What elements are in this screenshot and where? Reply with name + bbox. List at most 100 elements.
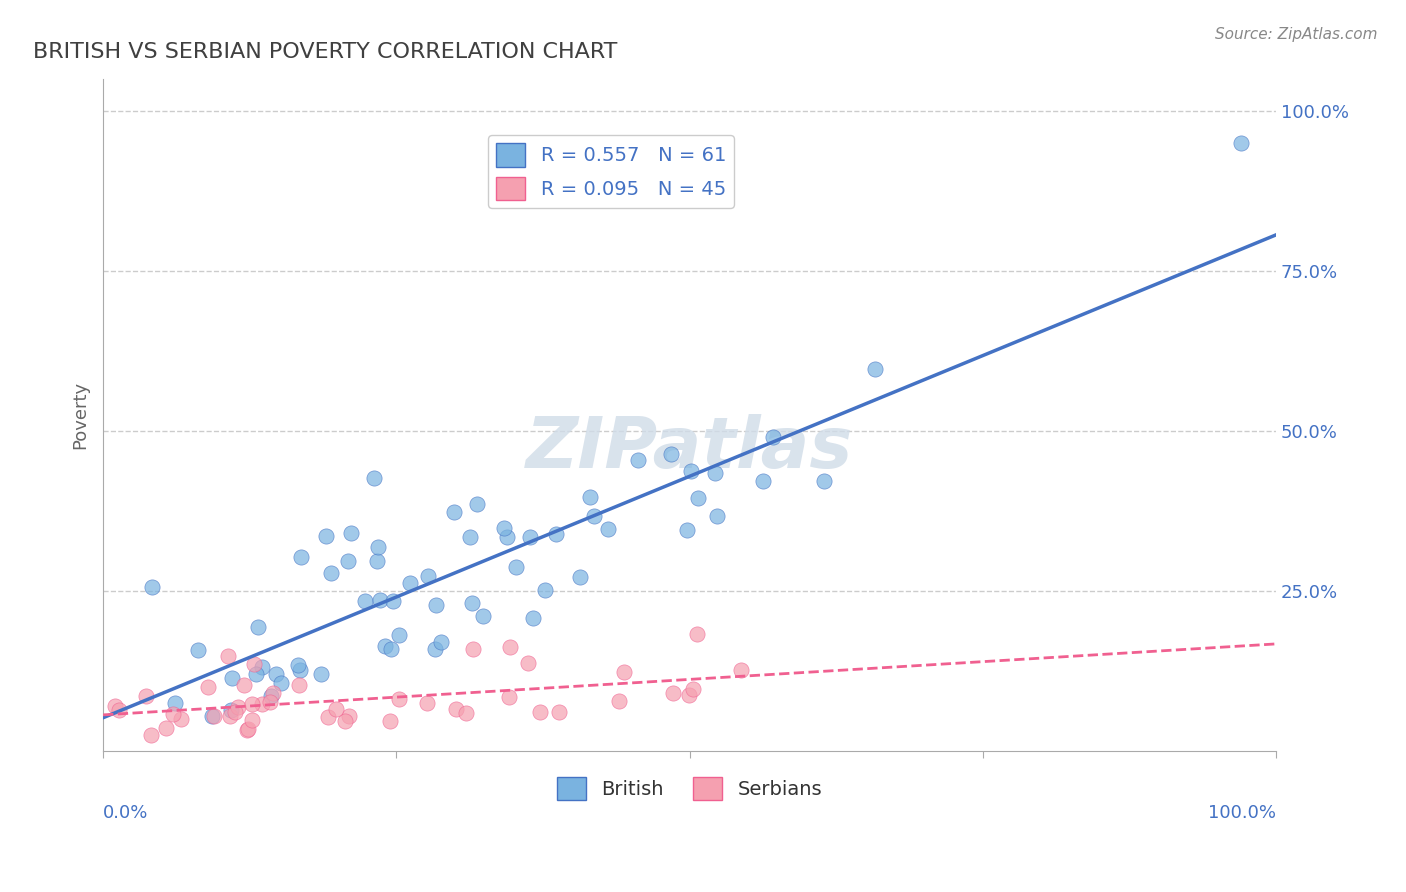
Point [315, 529, 337, 543]
Point [228, 700, 250, 714]
Point [454, 706, 477, 720]
Point [569, 570, 592, 584]
Point [270, 676, 292, 690]
Point [217, 648, 239, 663]
Point [250, 660, 273, 674]
Point [374, 639, 396, 653]
Point [505, 559, 527, 574]
Point [287, 657, 309, 672]
Point [170, 713, 193, 727]
Point [218, 708, 240, 723]
Text: ZIPatlas: ZIPatlas [526, 414, 853, 483]
Point [325, 702, 347, 716]
Point [461, 596, 484, 610]
Point [682, 682, 704, 697]
Point [259, 690, 281, 704]
Point [163, 697, 186, 711]
Point [333, 714, 356, 729]
Point [688, 491, 710, 506]
Point [201, 709, 224, 723]
Point [318, 710, 340, 724]
Point [703, 466, 725, 480]
Point [240, 697, 263, 711]
Point [139, 728, 162, 742]
Point [533, 582, 555, 597]
Point [399, 575, 422, 590]
Point [264, 666, 287, 681]
Point [582, 509, 605, 524]
Point [233, 677, 256, 691]
Point [236, 722, 259, 736]
Point [418, 569, 440, 583]
Point [245, 667, 267, 681]
Point [262, 686, 284, 700]
Point [290, 550, 312, 565]
Point [626, 452, 648, 467]
Point [141, 580, 163, 594]
Point [250, 697, 273, 711]
Point [155, 721, 177, 735]
Point [472, 609, 495, 624]
Point [339, 525, 361, 540]
Point [104, 698, 127, 713]
Point [240, 713, 263, 727]
Point [598, 522, 620, 536]
Point [416, 697, 439, 711]
Point [425, 599, 447, 613]
Point [197, 680, 219, 694]
Point [498, 690, 520, 704]
Point [548, 705, 571, 719]
Point [367, 541, 389, 555]
Point [221, 672, 243, 686]
Point [578, 490, 600, 504]
Point [496, 530, 519, 544]
Text: Source: ZipAtlas.com: Source: ZipAtlas.com [1215, 27, 1378, 42]
Point [661, 686, 683, 700]
Point [366, 554, 388, 568]
Legend: British, Serbians: British, Serbians [548, 769, 830, 808]
Point [236, 723, 259, 737]
Point [522, 611, 544, 625]
Point [546, 527, 568, 541]
Point [613, 665, 636, 680]
Y-axis label: Poverty: Poverty [72, 381, 89, 449]
Point [246, 620, 269, 634]
Point [659, 447, 682, 461]
Point [337, 709, 360, 723]
Point [309, 667, 332, 681]
Point [187, 642, 209, 657]
Point [380, 641, 402, 656]
Point [443, 505, 465, 519]
Point [388, 692, 411, 706]
Point [678, 688, 700, 702]
Point [751, 474, 773, 488]
Point [202, 709, 225, 723]
Point [676, 524, 699, 538]
Point [319, 566, 342, 580]
Text: BRITISH VS SERBIAN POVERTY CORRELATION CHART: BRITISH VS SERBIAN POVERTY CORRELATION C… [32, 42, 617, 62]
Point [288, 678, 311, 692]
Point [679, 464, 702, 478]
Point [219, 703, 242, 717]
Point [519, 530, 541, 544]
Point [863, 362, 886, 376]
Point [135, 690, 157, 704]
Point [363, 470, 385, 484]
Point [337, 554, 360, 568]
Point [460, 530, 482, 544]
Point [813, 475, 835, 489]
Text: 0.0%: 0.0% [103, 805, 149, 822]
Text: 100.0%: 100.0% [1208, 805, 1277, 822]
Point [499, 640, 522, 654]
Point [762, 430, 785, 444]
Point [516, 656, 538, 670]
Point [430, 634, 453, 648]
Point [529, 705, 551, 719]
Point [730, 663, 752, 677]
Point [607, 694, 630, 708]
Point [288, 664, 311, 678]
Point [382, 593, 405, 607]
Point [108, 703, 131, 717]
Point [354, 594, 377, 608]
Point [494, 521, 516, 535]
